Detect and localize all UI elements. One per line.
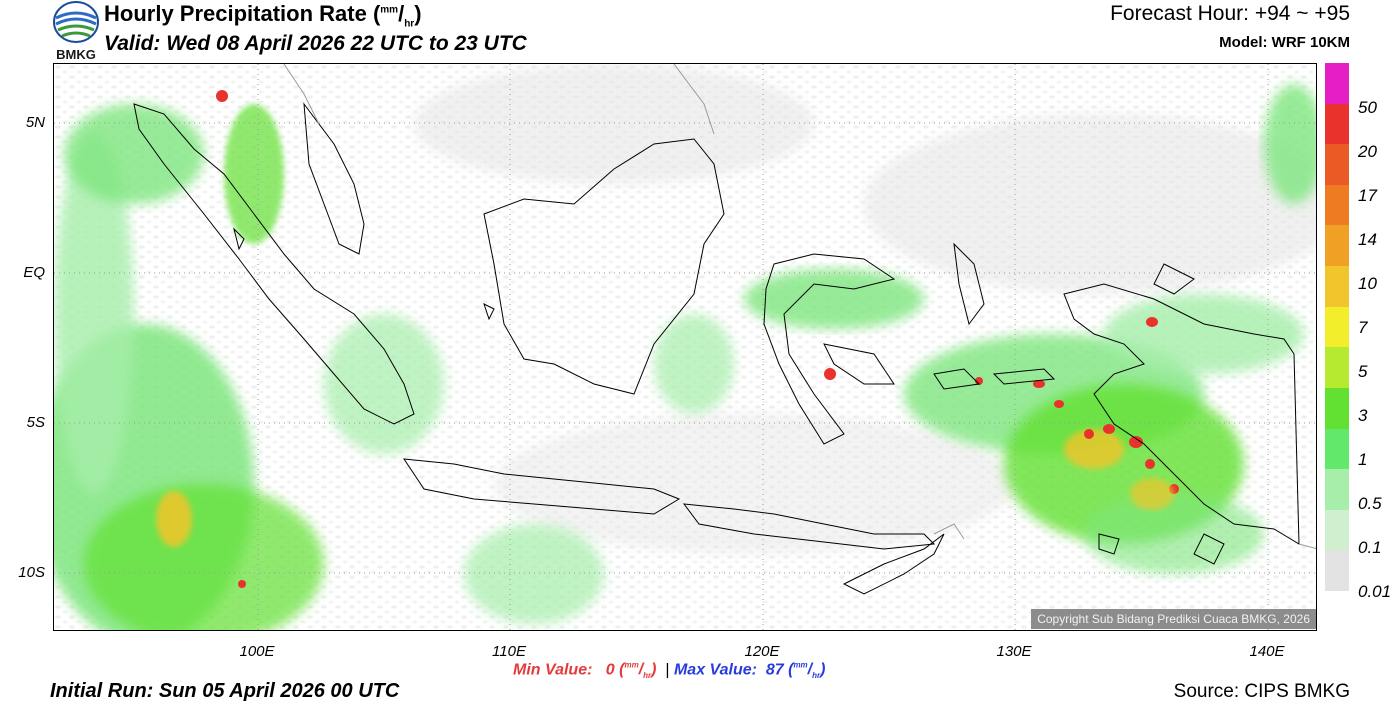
colorbar-segment <box>1325 266 1349 308</box>
forecast-hour: Forecast Hour: +94 ~ +95 <box>1110 2 1350 25</box>
colorbar-label: 0.01 <box>1358 582 1392 601</box>
colorbar-label: 1 <box>1358 450 1368 469</box>
lon-label-120e: 120E <box>744 643 780 660</box>
colorbar-label: 50 <box>1358 98 1377 117</box>
colorbar-label: 7 <box>1358 318 1368 337</box>
colorbar-label: 5 <box>1358 362 1368 381</box>
sulawesi-coast <box>763 253 896 445</box>
java-coast <box>402 458 681 515</box>
papua-coast <box>1063 283 1300 545</box>
chart-title: Hourly Precipitation Rate (mm/hr) <box>104 1 422 30</box>
colorbar-label: 20 <box>1358 142 1377 161</box>
colorbar-segment <box>1325 428 1349 470</box>
max-label: Max Value: <box>673 661 757 679</box>
copyright-notice: Copyright Sub Bidang Prediksi Cuaca BMKG… <box>1031 609 1316 629</box>
colorbar-segment <box>1325 225 1349 267</box>
colorbar-segment <box>1325 347 1349 389</box>
precipitation-map <box>53 63 1317 631</box>
min-max-values: Min Value: 0 (mm/hr) | Max Value: 87 (mm… <box>513 661 826 681</box>
source-label: Source: CIPS BMKG <box>1173 681 1350 702</box>
timor-coast <box>842 533 945 595</box>
bmkg-logo: BMKG <box>52 0 100 62</box>
colorbar-label: 17 <box>1358 186 1377 205</box>
model-label: Model: WRF 10KM <box>1219 34 1350 51</box>
colorbar <box>1325 63 1349 592</box>
colorbar-segment <box>1325 509 1349 551</box>
sumatra-coast <box>133 103 415 425</box>
colorbar-segment <box>1325 387 1349 429</box>
separator: | <box>665 661 670 679</box>
colorbar-label: 0.5 <box>1358 494 1382 513</box>
colorbar-label: 0.1 <box>1358 538 1382 557</box>
grid-lines <box>54 64 1316 630</box>
colorbar-label: 10 <box>1358 274 1377 293</box>
borneo-coast <box>483 138 725 395</box>
lon-label-100e: 100E <box>239 643 275 660</box>
lon-label-130e: 130E <box>996 643 1032 660</box>
min-label: Min Value: <box>513 661 593 679</box>
colorbar-segment <box>1325 550 1349 592</box>
map-canvas <box>54 64 1316 630</box>
lat-label-10s: 10S <box>18 564 45 581</box>
lon-label-110e: 110E <box>492 643 526 660</box>
lon-label-140e: 140E <box>1249 643 1285 660</box>
max-value: 87 <box>765 661 784 679</box>
moderate-rain-layer <box>54 84 1316 630</box>
colorbar-segment <box>1325 144 1349 186</box>
colorbar-segment <box>1325 306 1349 348</box>
malaya-coast <box>303 102 365 255</box>
colorbar-label: 14 <box>1358 230 1377 249</box>
lat-label-5n: 5N <box>25 114 45 131</box>
colorbar-segment <box>1325 63 1349 104</box>
logo-text: BMKG <box>56 47 96 62</box>
colorbar-label: 3 <box>1358 406 1368 425</box>
initial-run: Initial Run: Sun 05 April 2026 00 UTC <box>50 680 400 702</box>
neighbour-coastlines <box>283 64 1316 549</box>
min-value: 0 <box>605 661 615 679</box>
colorbar-segment <box>1325 103 1349 145</box>
lat-label-eq: EQ <box>23 264 45 281</box>
colorbar-segment <box>1325 184 1349 226</box>
colorbar-segment <box>1325 469 1349 511</box>
valid-time: Valid: Wed 08 April 2026 22 UTC to 23 UT… <box>104 32 527 55</box>
nusa-tenggara-coast <box>682 503 936 550</box>
heavy-rain-cells <box>156 90 1179 588</box>
lat-label-5s: 5S <box>26 414 45 431</box>
coastlines <box>133 102 1300 595</box>
